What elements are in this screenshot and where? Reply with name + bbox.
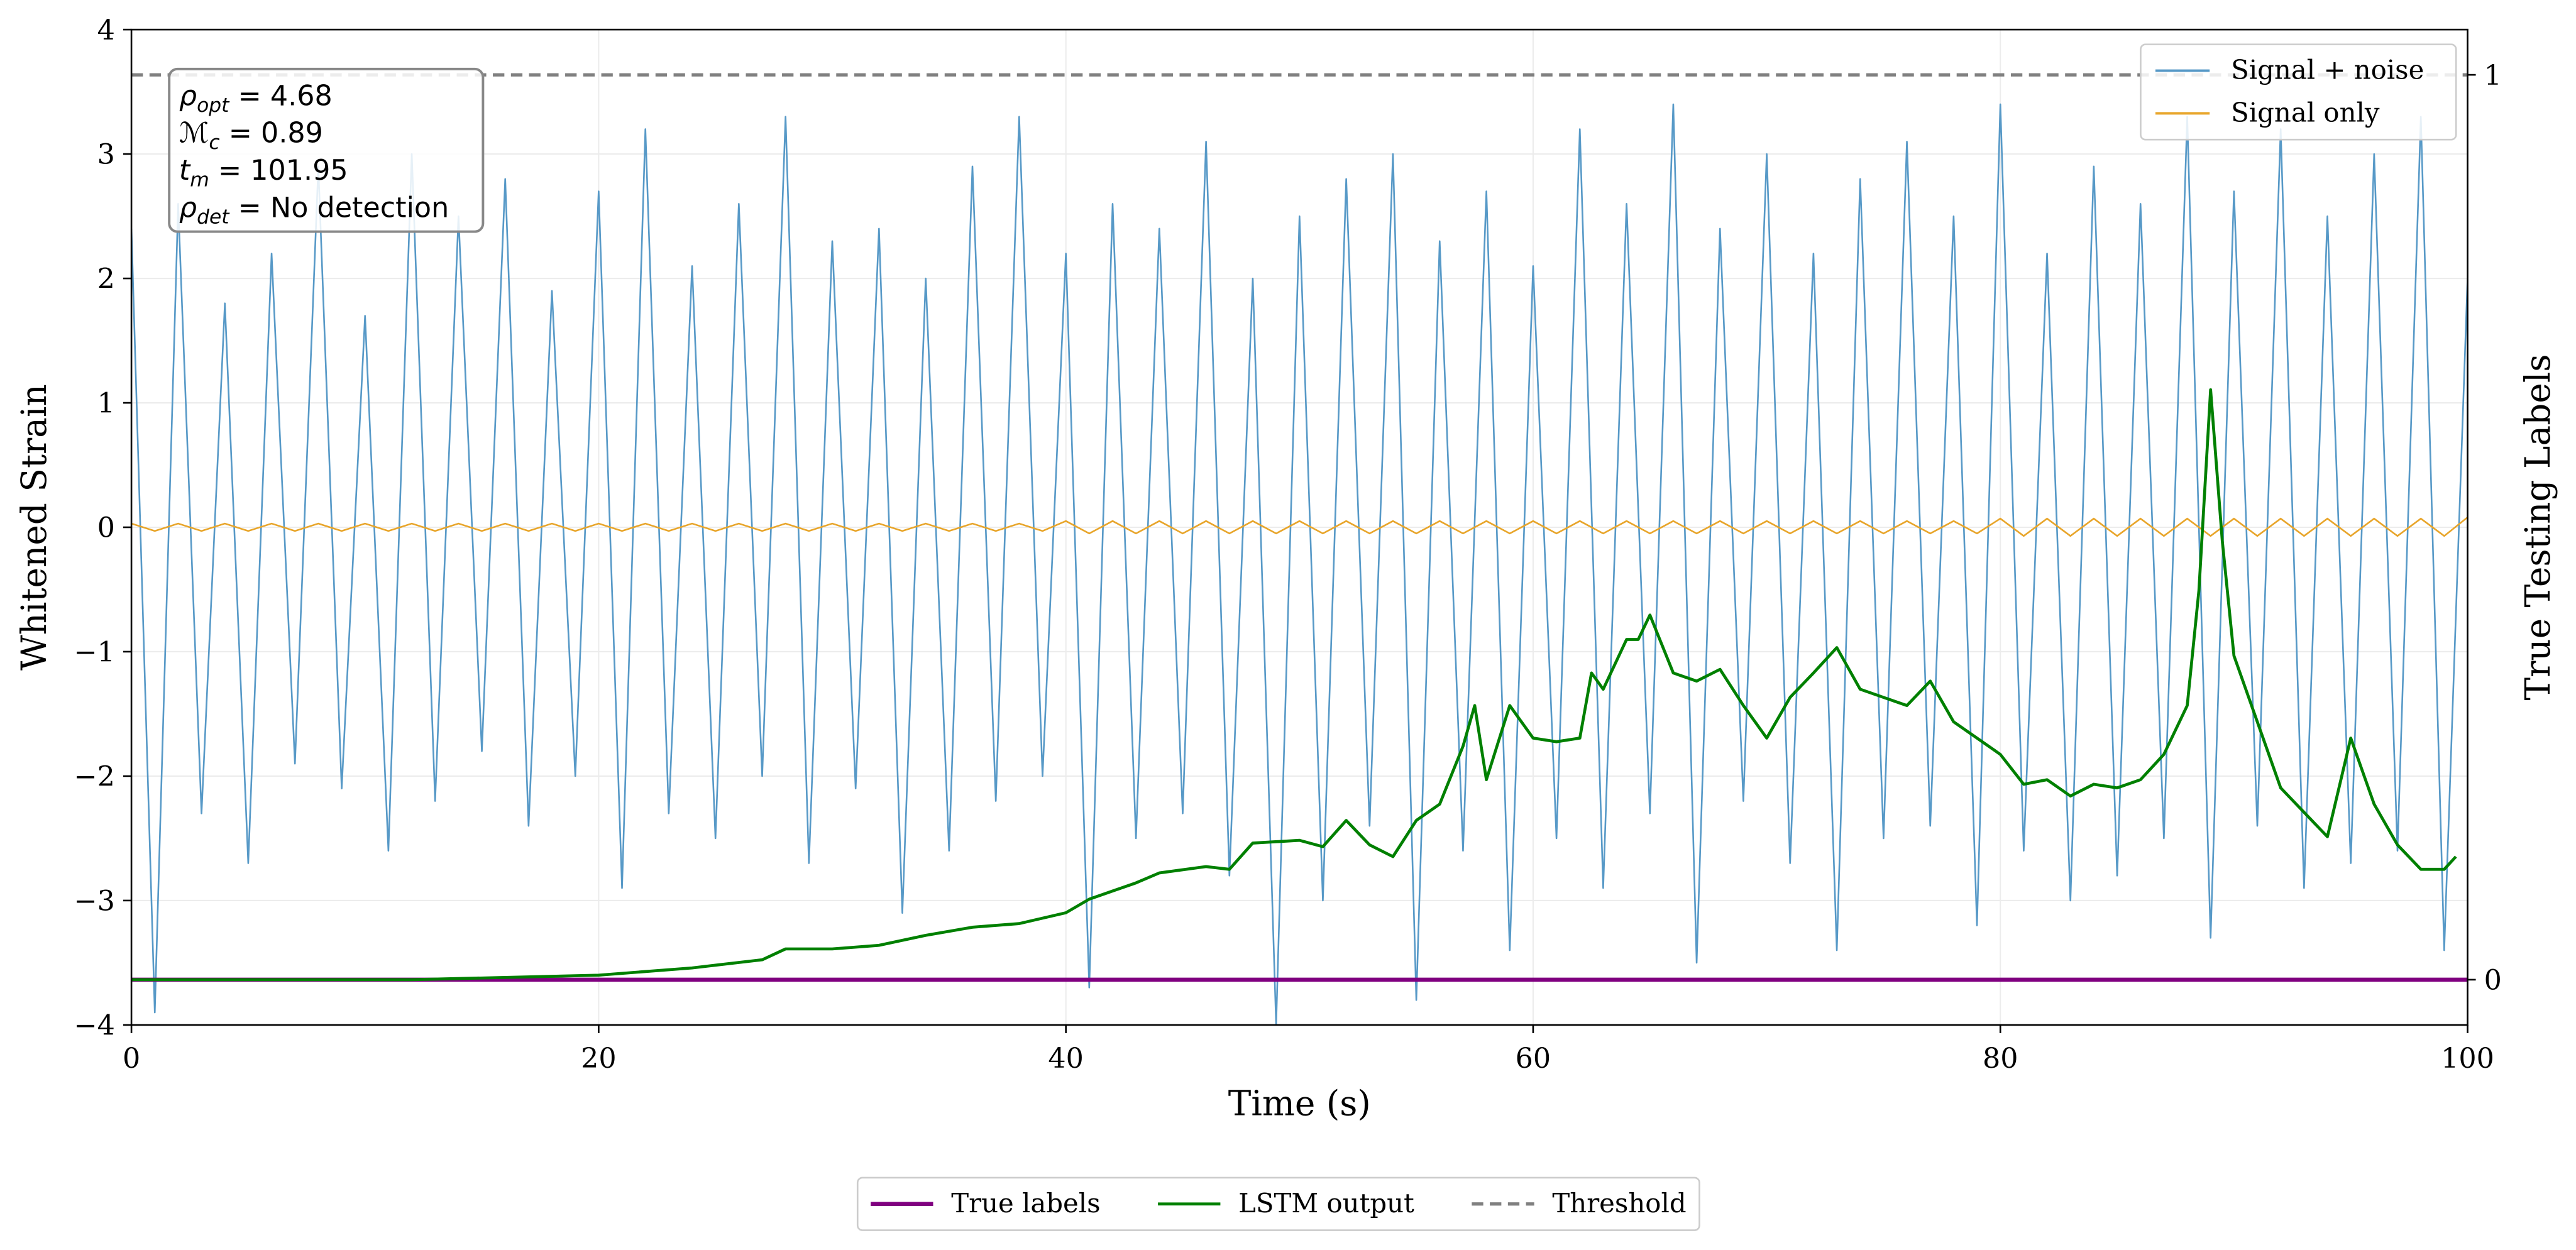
y-tick-label: −1 bbox=[74, 637, 114, 669]
y2-tick-label: 0 bbox=[2484, 965, 2502, 997]
x-tick-label: 40 bbox=[1048, 1043, 1084, 1075]
y-tick-label: 3 bbox=[97, 139, 115, 171]
legend-box bbox=[856, 1176, 1700, 1231]
x-tick-label: 20 bbox=[581, 1043, 617, 1075]
x-tick-label: 80 bbox=[1983, 1043, 2018, 1075]
annotation-symbol: ρ bbox=[179, 192, 197, 224]
y-axis-label: Whitened Strain bbox=[14, 384, 54, 671]
y-tick-label: 2 bbox=[97, 263, 115, 295]
x-tick-label: 0 bbox=[123, 1043, 140, 1075]
annotation-box bbox=[168, 67, 485, 233]
series-line bbox=[131, 388, 2457, 982]
annotation-symbol: ρ bbox=[179, 80, 197, 112]
x-tick-label: 60 bbox=[1516, 1043, 1551, 1075]
annotation-sub: opt bbox=[197, 94, 230, 117]
series-line bbox=[131, 517, 2468, 537]
plot-frame bbox=[130, 28, 2469, 1026]
x-axis-label: Time (s) bbox=[1228, 1083, 1371, 1124]
x-tick-label: 100 bbox=[2441, 1043, 2494, 1075]
legend-label: Threshold bbox=[1552, 1188, 1686, 1219]
annotation: ℳc = 0.89 bbox=[179, 118, 323, 154]
y-tick-label: −3 bbox=[74, 885, 114, 918]
annotation-text: = No detection bbox=[229, 192, 449, 224]
series-line bbox=[131, 103, 2468, 1025]
annotation-symbol: t bbox=[179, 155, 191, 187]
annotation-sub: det bbox=[197, 206, 230, 229]
y2-tick-label: 1 bbox=[2484, 60, 2502, 92]
y-tick-label: 1 bbox=[97, 388, 115, 420]
annotation: tm = 101.95 bbox=[179, 155, 348, 191]
y-tick-label: 4 bbox=[97, 14, 115, 47]
y-tick-label: −4 bbox=[74, 1010, 114, 1042]
legend-label: True labels bbox=[951, 1188, 1100, 1219]
legend-label: Signal + noise bbox=[2231, 55, 2424, 85]
annotation: ρopt = 4.68 bbox=[179, 80, 333, 116]
y-tick-label: 0 bbox=[97, 512, 115, 544]
legend-label: LSTM output bbox=[1238, 1188, 1414, 1219]
annotation: ρdet = No detection bbox=[179, 192, 449, 228]
annotation-text: = 4.68 bbox=[229, 80, 332, 112]
legend-label: Signal only bbox=[2231, 97, 2380, 128]
y2-axis-label: True Testing Labels bbox=[2518, 354, 2558, 700]
legend-box bbox=[2140, 43, 2457, 141]
annotation-sub: m bbox=[190, 168, 209, 191]
y-tick-label: −2 bbox=[74, 761, 114, 793]
annotation-symbol: ℳ bbox=[179, 118, 209, 150]
annotation-sub: c bbox=[209, 131, 219, 154]
annotation-text: = 0.89 bbox=[220, 118, 323, 150]
annotation-text: = 101.95 bbox=[209, 155, 348, 187]
